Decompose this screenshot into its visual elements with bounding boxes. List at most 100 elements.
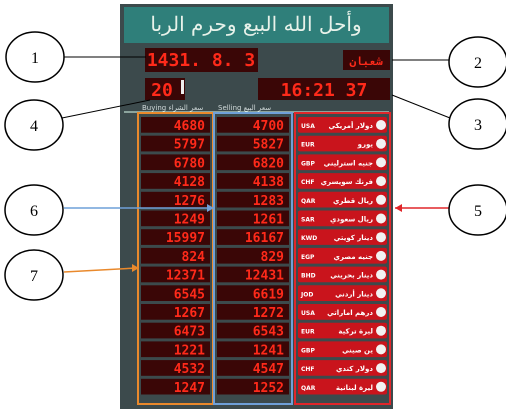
sell-value: 1252 (253, 381, 284, 396)
currency-code: SAR (301, 217, 315, 224)
line (391, 94, 451, 119)
name-cell (298, 210, 387, 227)
callout-number: 5 (474, 203, 482, 220)
sell-cell (217, 135, 289, 152)
sell-value: 4138 (253, 175, 284, 190)
callout-circle (448, 184, 506, 236)
name-cell (298, 266, 387, 283)
name-cell (298, 135, 387, 152)
month: شعبان (349, 55, 382, 68)
sell-cell (217, 210, 289, 227)
buy-cell (141, 191, 210, 208)
flag (376, 232, 386, 243)
buy-value: 15997 (166, 231, 205, 246)
buy-value: 1276 (174, 194, 205, 209)
sell-value: 1272 (253, 306, 284, 321)
buy-value: 6545 (174, 287, 205, 302)
buy-value: 1249 (174, 213, 205, 228)
currency-code: EUR (301, 142, 315, 149)
sell-value: 5827 (253, 138, 284, 153)
rows: 4680 4700 USA دولار أمريكي 5797 5827 EUR يورو 67… (141, 117, 387, 396)
name-cell (298, 341, 387, 358)
buy-value: 1267 (174, 306, 205, 321)
currency-name: جنيه مصري (334, 253, 373, 261)
name-cell (298, 117, 387, 133)
sell-value: 4700 (253, 119, 284, 134)
currency-code: USA (301, 123, 315, 130)
buy-cell (141, 285, 210, 301)
buy-cell (141, 378, 210, 395)
callout-number: 1 (31, 50, 39, 67)
flag (376, 120, 386, 130)
date: 1431. 8. 3 (147, 50, 255, 71)
currency-name: يورو (357, 141, 374, 149)
currency-code: CHF (301, 179, 315, 186)
sell-cell (217, 191, 289, 208)
sell-cell (217, 117, 289, 133)
flag (376, 363, 386, 374)
buy-value: 4128 (174, 175, 205, 190)
currency-name: ريال سعودي (330, 216, 373, 224)
line (61, 99, 151, 119)
currency-name: دولار كندي (336, 365, 373, 373)
sell-cell (217, 173, 289, 189)
month-box (343, 50, 390, 70)
flag (376, 325, 386, 336)
name-cell (298, 285, 387, 301)
currency-name: ريال قطري (333, 197, 373, 205)
sell-value: 6543 (253, 325, 284, 340)
callout-number: 3 (474, 117, 482, 134)
sell-value: 829 (261, 250, 284, 265)
name-cell (298, 173, 387, 189)
currency-code: EGP (301, 254, 315, 261)
sell-value: 6619 (253, 287, 284, 302)
sell-value: 4547 (253, 362, 284, 377)
sell-cell (217, 304, 289, 320)
name-cell (298, 247, 387, 264)
flag (376, 344, 386, 355)
buy-value: 1221 (174, 343, 205, 358)
sell-cell (217, 247, 289, 264)
buy-value: 12371 (166, 269, 205, 284)
callout-circle (448, 98, 506, 150)
name-cell (298, 322, 387, 339)
flag (376, 157, 386, 168)
buy-value: 4532 (174, 362, 205, 377)
name-cell (298, 378, 387, 395)
selling-label: Selling سعر البيع (218, 104, 271, 112)
buy-cell (141, 247, 210, 264)
date-box (145, 48, 258, 72)
currency-code: GBP (301, 347, 315, 354)
flag (376, 213, 386, 224)
buy-cell (141, 304, 210, 320)
header-text: وأحل الله البيع وحرم الربا (150, 10, 361, 36)
arrowhead (132, 264, 139, 272)
flag (376, 269, 386, 280)
currency-code: GBP (301, 160, 315, 167)
currency-name: ليرة لبنانية (336, 384, 373, 392)
flag (376, 307, 386, 317)
sell-cell (217, 322, 289, 339)
currency-name: دولار أمريكي (329, 121, 374, 130)
buying-label: Buying سعر الشراء (142, 104, 203, 112)
currency-code: USA (301, 310, 315, 317)
buy-value: 824 (182, 250, 206, 265)
currency-code: JOD (300, 291, 313, 298)
name-cell (298, 304, 387, 320)
arrowhead (395, 204, 402, 212)
callouts: 1 2 3 4 5 6 7 (4, 31, 506, 301)
time: 16:21 37 (281, 80, 368, 101)
buy-value: 6473 (174, 325, 205, 340)
callout-number: 4 (30, 118, 38, 135)
sell-value: 16167 (245, 231, 284, 246)
currency-name: ليرة تركية (338, 328, 373, 336)
currency-code: BHD (301, 273, 316, 280)
sell-value: 6820 (253, 156, 284, 171)
name-frame (294, 112, 391, 405)
sell-cell (217, 360, 289, 376)
callout-circle (4, 249, 64, 301)
arrowhead (207, 204, 214, 212)
sell-value: 12431 (245, 269, 284, 284)
buy-value: 1247 (174, 381, 205, 396)
